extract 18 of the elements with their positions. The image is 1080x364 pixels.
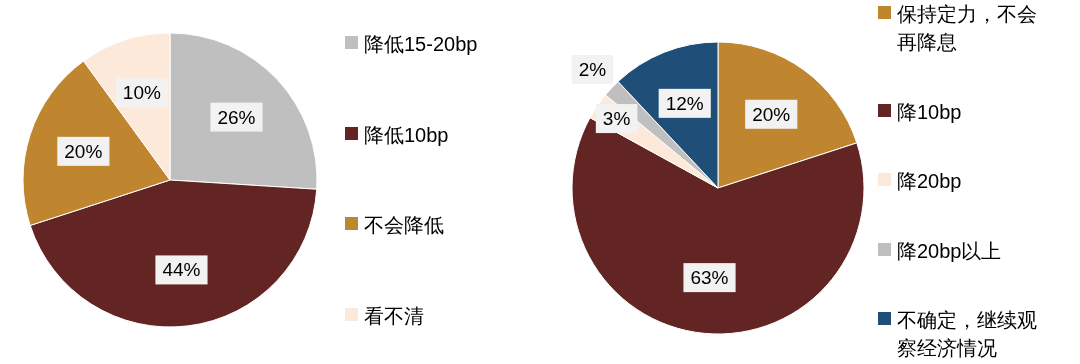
legend-label: 看不清: [364, 303, 424, 329]
legend-label: 保持定力，不会再降息: [897, 2, 1038, 55]
data-label: 10%: [122, 82, 161, 104]
legend-label: 降低15-20bp: [364, 32, 478, 57]
data-label: 2%: [578, 59, 607, 81]
data-label: 26%: [217, 106, 256, 128]
data-label: 3%: [602, 108, 631, 130]
legend-label: 降低10bp: [364, 122, 449, 148]
legend-label: 降10bp: [897, 99, 962, 125]
legend-label: 不会降低: [364, 213, 444, 239]
data-label: 20%: [64, 140, 103, 162]
data-label: 63%: [690, 267, 729, 289]
legend-label: 降20bp以上: [897, 238, 1002, 264]
legend-label: 降20bp: [897, 169, 962, 194]
legend-label: 不确定，继续观察经济情况: [897, 308, 1038, 361]
data-label: 44%: [162, 259, 201, 281]
data-label: 20%: [752, 103, 791, 125]
data-label: 12%: [665, 92, 704, 114]
